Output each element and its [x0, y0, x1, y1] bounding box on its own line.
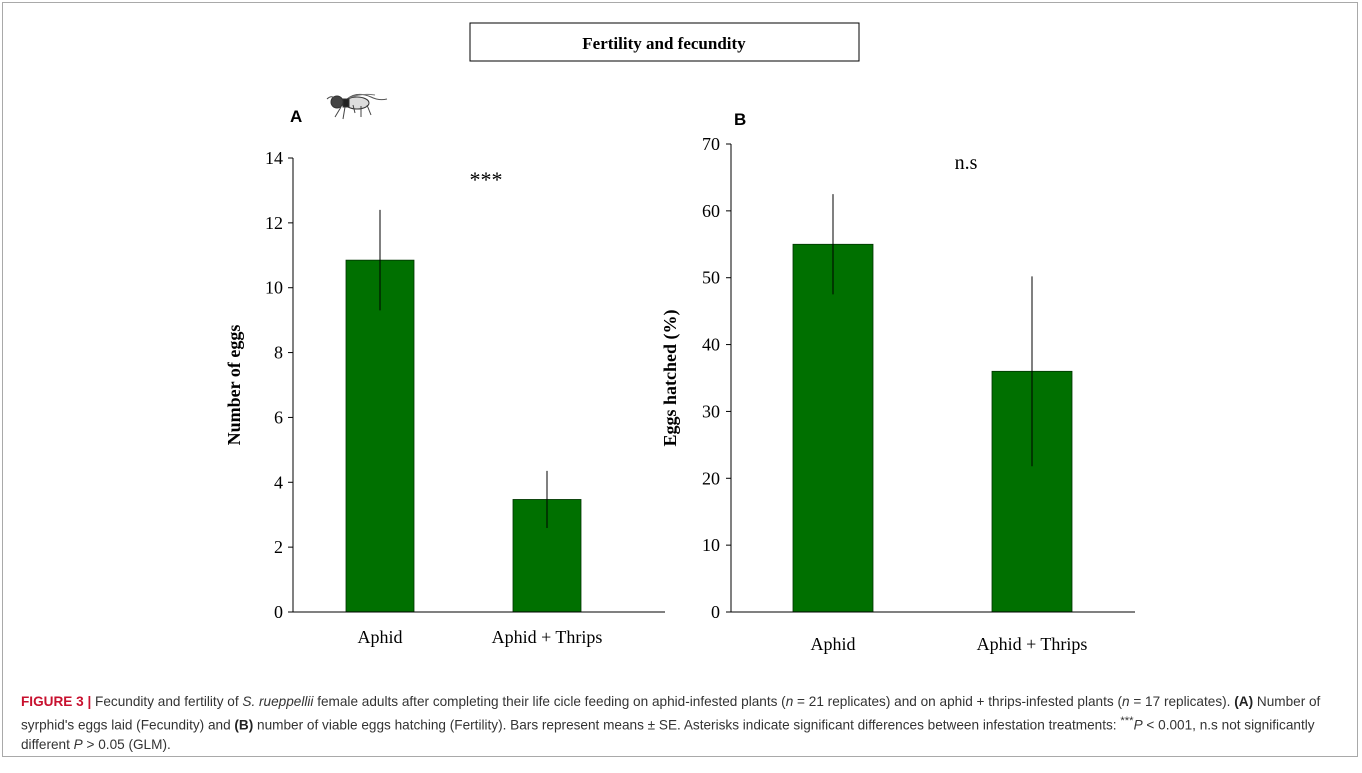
y-tick-label: 20	[702, 468, 720, 488]
caption-text-5: Number of syrphid's eggs laid (Fecundity…	[21, 694, 1321, 733]
significance-annotation: ***	[470, 167, 503, 192]
caption-text-8: > 0.05 (GLM).	[82, 736, 171, 752]
bar-1	[792, 243, 874, 613]
caption-label: FIGURE 3 |	[21, 694, 92, 709]
y-tick-label: 40	[702, 335, 720, 355]
caption-label-b: (B)	[234, 717, 254, 733]
y-tick-label: 0	[274, 602, 283, 622]
caption-p2: P	[73, 736, 83, 752]
caption-n2: n	[1122, 694, 1130, 709]
y-tick-label: 8	[274, 343, 283, 363]
caption-text-2: female adults after completing their lif…	[313, 694, 786, 709]
y-tick-label: 2	[274, 537, 283, 557]
caption-text-6: number of viable eggs hatching (Fertilit…	[253, 717, 1121, 733]
y-tick-label: 4	[274, 472, 283, 492]
category-label-1: Aphid	[358, 627, 403, 647]
panel-label-a: A	[290, 107, 302, 126]
y-tick-label: 10	[702, 535, 720, 555]
caption-text-4: = 17 replicates).	[1129, 694, 1235, 709]
figure-graphic: Fertility and fecundity A Aphid Aphid + Th…	[224, 22, 1135, 654]
y-axis-label: Number of eggs	[224, 325, 244, 446]
caption-p1: P	[1133, 717, 1143, 733]
caption-sig-marker: ***	[1120, 714, 1134, 727]
hoverfly-icon	[326, 93, 388, 120]
y-tick-label: 60	[702, 201, 720, 221]
caption-n1: n	[785, 694, 794, 709]
figure-caption: FIGURE 3 | Fecundity and fertility of S.…	[21, 692, 1346, 754]
y-tick-label: 14	[265, 148, 283, 168]
y-tick-label: 6	[274, 407, 283, 427]
y-tick-label: 50	[702, 268, 720, 288]
y-tick-label: 10	[265, 278, 283, 298]
bar-1	[345, 259, 415, 613]
category-label-1: Aphid	[811, 634, 856, 654]
y-axis-label: Eggs hatched (%)	[660, 309, 681, 446]
significance-annotation: n.s	[955, 152, 978, 174]
y-tick-label: 30	[702, 401, 720, 421]
caption-label-a: (A)	[1234, 694, 1254, 709]
panel-label-b: B	[734, 110, 746, 129]
banner-title: Fertility and fecundity	[582, 34, 746, 53]
banner-box	[469, 22, 860, 62]
caption-species: S. rueppellii	[242, 694, 314, 709]
y-tick-label: 12	[265, 213, 283, 233]
caption-text-3: = 21 replicates) and on aphid + thrips-i…	[793, 694, 1122, 709]
figure-frame	[2, 2, 1358, 757]
category-label-2: Aphid + Thrips	[977, 634, 1088, 654]
caption-text-7: < 0.001, n.s not significantly different	[21, 717, 1315, 752]
caption-text-1: Fecundity and fertility of	[91, 694, 243, 709]
y-tick-label: 70	[702, 134, 720, 154]
category-label-2: Aphid + Thrips	[492, 627, 603, 647]
chart-panel-a: A Aphid Aphid + Thrips 0 2 4 6 8 10 12 14 Number of…	[224, 107, 665, 647]
chart-panel-b: B Aphid Aphid + Thrips 0 10 20 30 40 50 60 70 Eggs …	[660, 110, 1135, 654]
y-tick-label: 0	[711, 602, 720, 622]
